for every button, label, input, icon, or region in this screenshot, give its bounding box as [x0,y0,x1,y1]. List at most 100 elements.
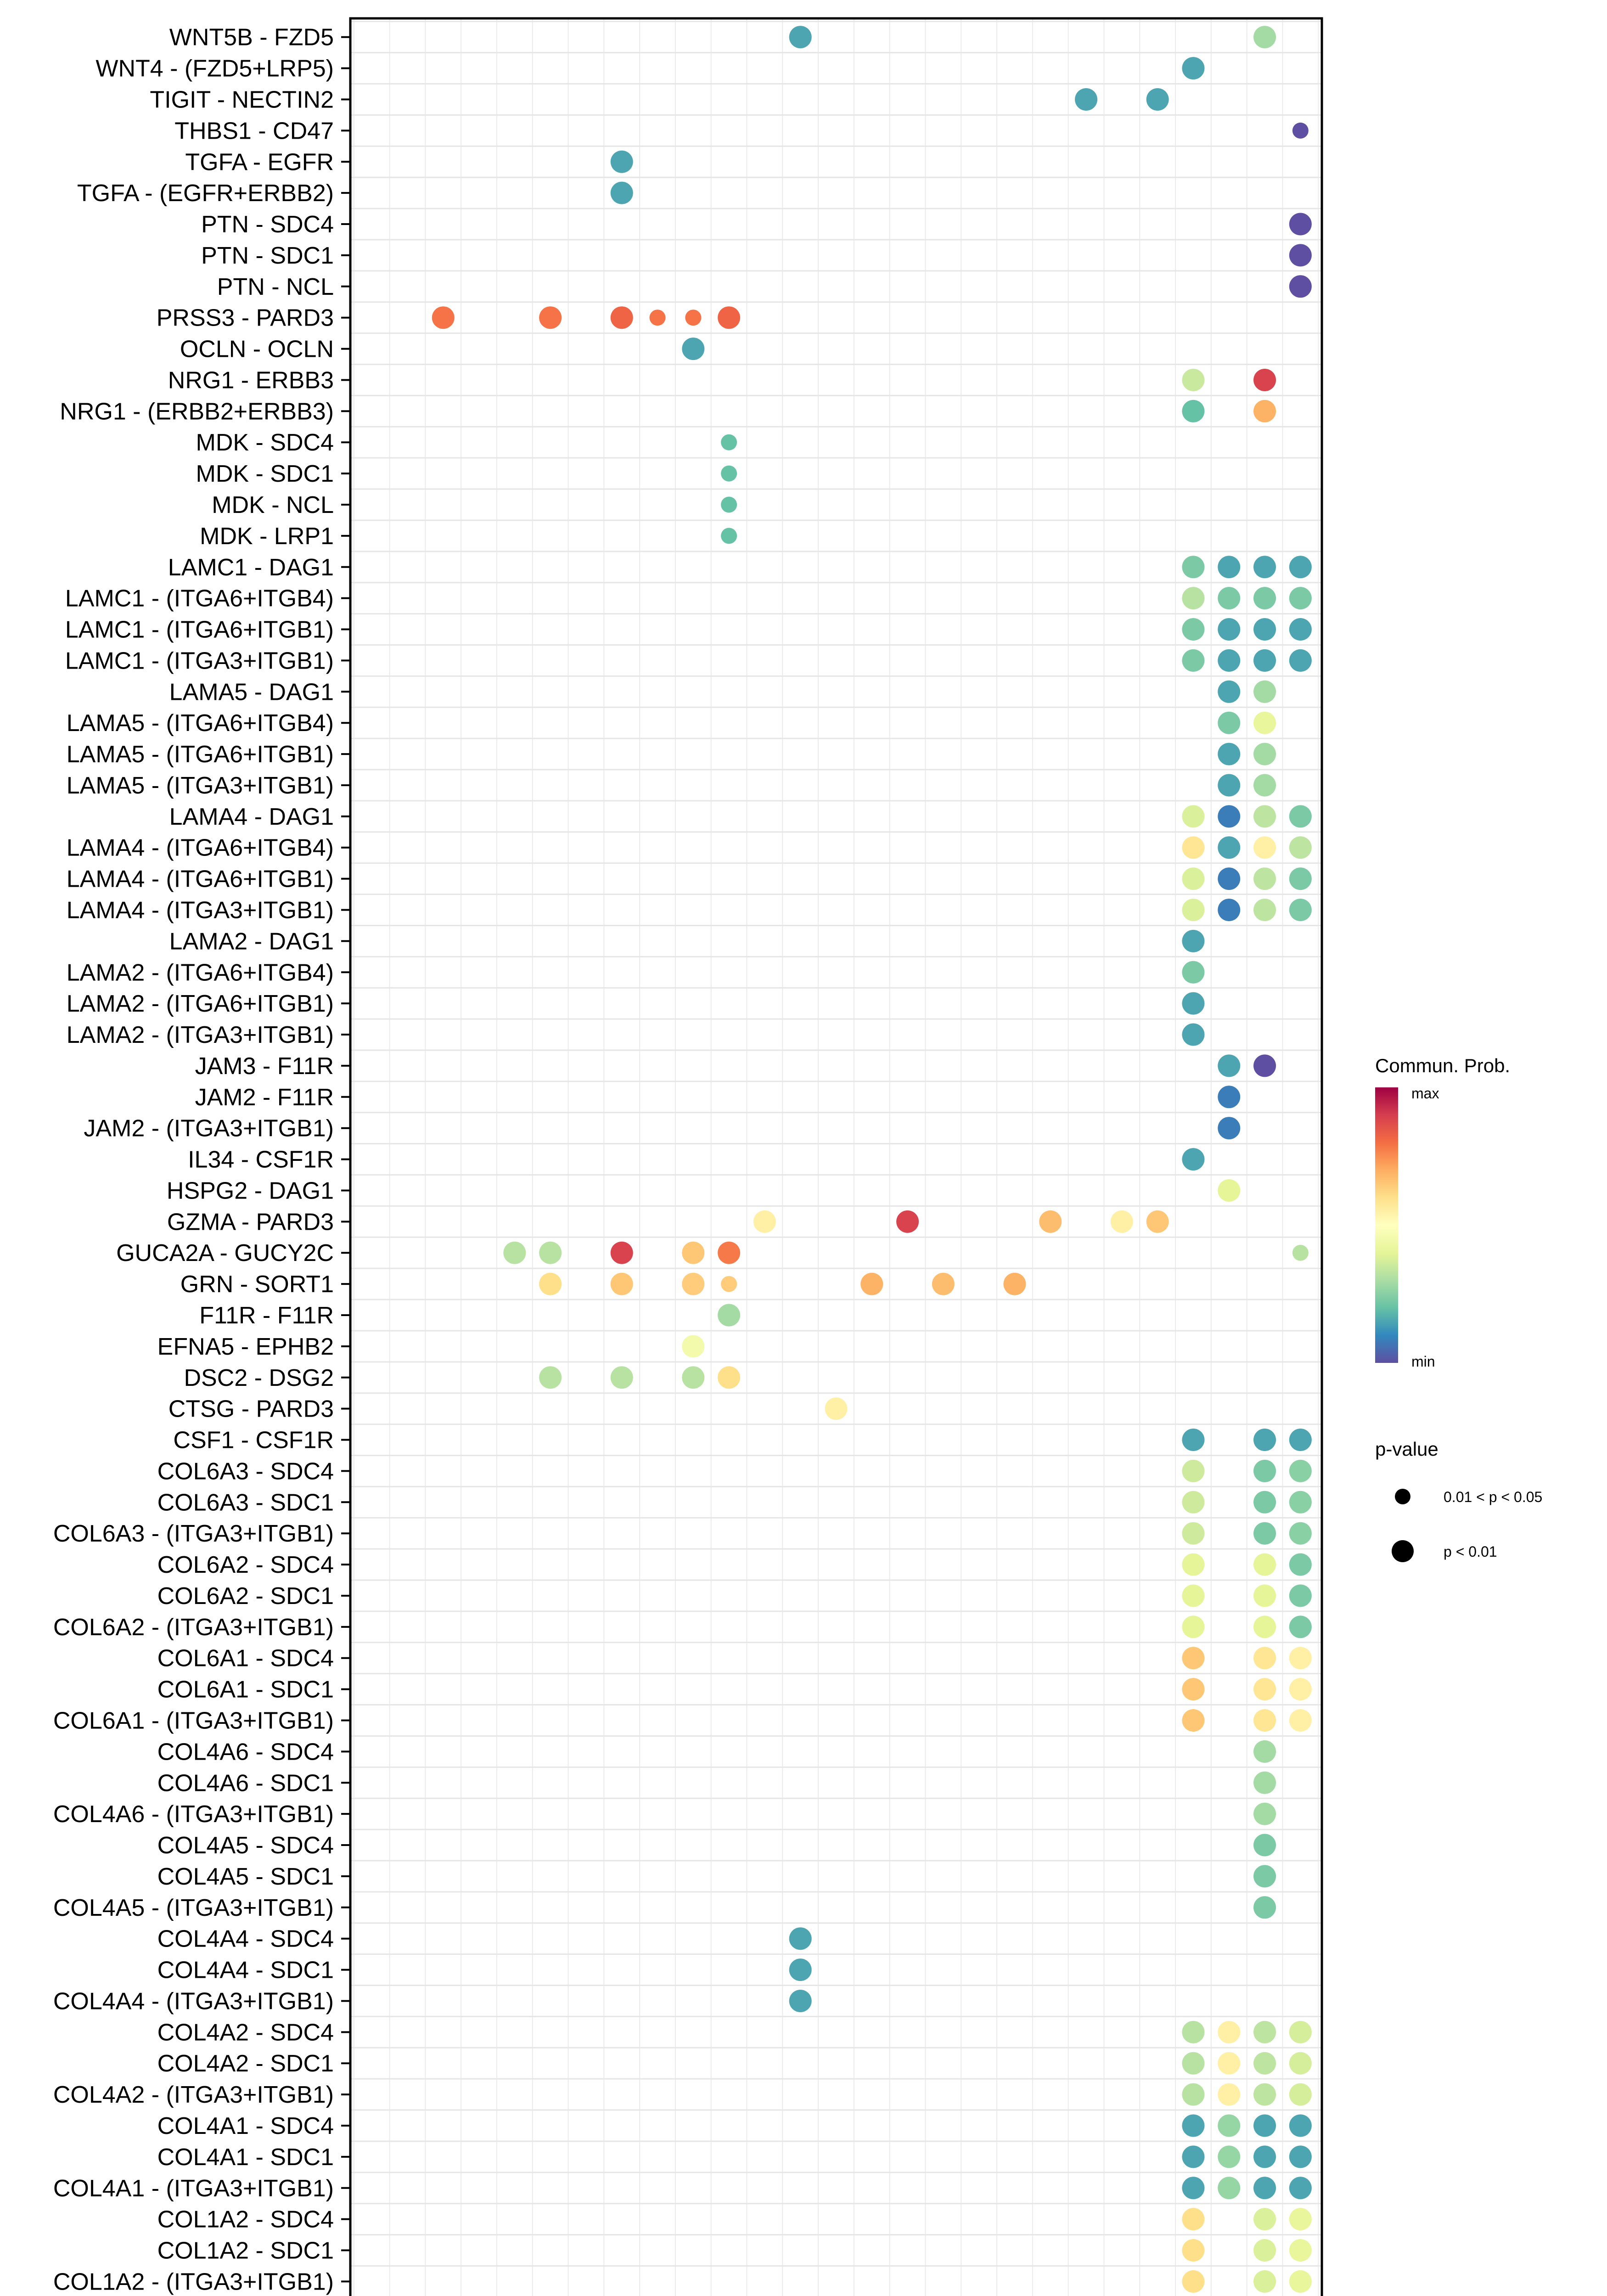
data-point [1182,1491,1205,1514]
data-point [1110,1210,1133,1233]
data-point [1253,1054,1276,1077]
data-point [1289,587,1312,610]
data-point [1218,711,1241,734]
data-point [1253,743,1276,765]
data-point [1182,867,1205,890]
data-point [1253,680,1276,703]
data-point [1253,711,1276,734]
data-points [432,26,1312,2293]
y-tick-label: MDK - SDC4 [196,429,334,456]
data-point [1253,1802,1276,1825]
y-tick-label: EFNA5 - EPHB2 [157,1334,334,1360]
data-point [1218,899,1241,921]
data-point [1253,2052,1276,2075]
data-point [1289,836,1312,859]
data-point [1182,57,1205,80]
y-tick-label: NRG1 - (ERBB2+ERBB3) [60,398,334,425]
data-point [1182,2114,1205,2137]
data-point [1218,743,1241,765]
size-legend-dot-small [1395,1489,1410,1504]
y-tick-label: LAMC1 - DAG1 [168,554,334,581]
data-point [1289,2083,1312,2106]
data-point [1218,680,1241,703]
data-point [1253,1678,1276,1701]
data-point [1218,2052,1241,2075]
data-point [610,181,633,204]
data-point [1253,1834,1276,1857]
data-point [682,1335,705,1358]
y-tick-label: COL4A2 - (ITGA3+ITGB1) [53,2082,334,2108]
data-point [1253,2177,1276,2200]
data-point [1182,1429,1205,1452]
y-tick-label: COL4A2 - SDC4 [157,2019,334,2046]
colorbar [1375,1087,1398,1363]
data-point [1182,1023,1205,1046]
y-tick-label: TIGIT - NECTIN2 [150,87,334,113]
data-point [1289,1584,1312,1607]
data-point [1253,1584,1276,1607]
data-point [1289,1615,1312,1638]
data-point [1182,2052,1205,2075]
data-point [1289,213,1312,236]
data-point [1253,618,1276,641]
y-tick-label: COL4A2 - SDC1 [157,2050,334,2077]
data-point [1289,1709,1312,1732]
y-tick-label: LAMA4 - (ITGA6+ITGB4) [67,835,334,861]
data-point [789,26,812,49]
data-point [1253,1865,1276,1888]
data-point [610,1366,633,1389]
data-point [1218,867,1241,890]
colorbar-max-label: max [1411,1085,1439,1102]
y-tick-label: COL6A2 - SDC4 [157,1552,334,1578]
data-point [721,528,737,544]
grid-lines [350,18,1322,2296]
data-point [1182,1584,1205,1607]
data-point [1182,2020,1205,2043]
data-point [932,1272,955,1295]
data-point [682,1366,705,1389]
data-point [1003,1272,1026,1295]
y-tick-label: TGFA - EGFR [185,149,334,175]
data-point [721,465,737,482]
data-point [1182,929,1205,952]
data-point [1289,1429,1312,1452]
data-point [1253,836,1276,859]
data-point [1075,88,1098,111]
y-tick-label: WNT4 - (FZD5+LRP5) [96,56,334,82]
data-point [610,1241,633,1264]
y-tick-label: LAMC1 - (ITGA6+ITGB4) [65,585,334,612]
data-point [1289,2114,1312,2137]
data-point [539,1241,562,1264]
y-tick-label: COL4A5 - SDC4 [157,1832,334,1859]
y-tick-label: LAMA2 - (ITGA6+ITGB1) [67,990,334,1017]
y-tick-label: COL6A2 - SDC1 [157,1583,334,1609]
y-tick-label: COL1A2 - (ITGA3+ITGB1) [53,2268,334,2295]
data-point [1182,368,1205,391]
data-point [1253,867,1276,890]
data-point [1289,2145,1312,2168]
data-point [1182,2145,1205,2168]
data-point [1182,556,1205,579]
data-point [1182,587,1205,610]
data-point [1182,836,1205,859]
data-point [1289,1491,1312,1514]
y-tick-label: MDK - SDC1 [196,461,334,487]
data-point [1218,2177,1241,2200]
data-point [1253,1491,1276,1514]
data-point [682,1272,705,1295]
data-point [1289,899,1312,921]
data-point [1182,2270,1205,2293]
data-point [1289,275,1312,298]
data-point [1289,649,1312,672]
data-point [721,496,737,513]
data-point [1289,2052,1312,2075]
data-point [753,1210,776,1233]
y-tick-label: LAMA4 - (ITGA6+ITGB1) [67,866,334,893]
data-point [1218,1054,1241,1077]
data-point [1289,2177,1312,2200]
data-point [539,1366,562,1389]
data-point [1289,1459,1312,1482]
data-point [1146,1210,1169,1233]
data-point [1253,1709,1276,1732]
y-tick-label: IL34 - CSF1R [188,1147,334,1173]
